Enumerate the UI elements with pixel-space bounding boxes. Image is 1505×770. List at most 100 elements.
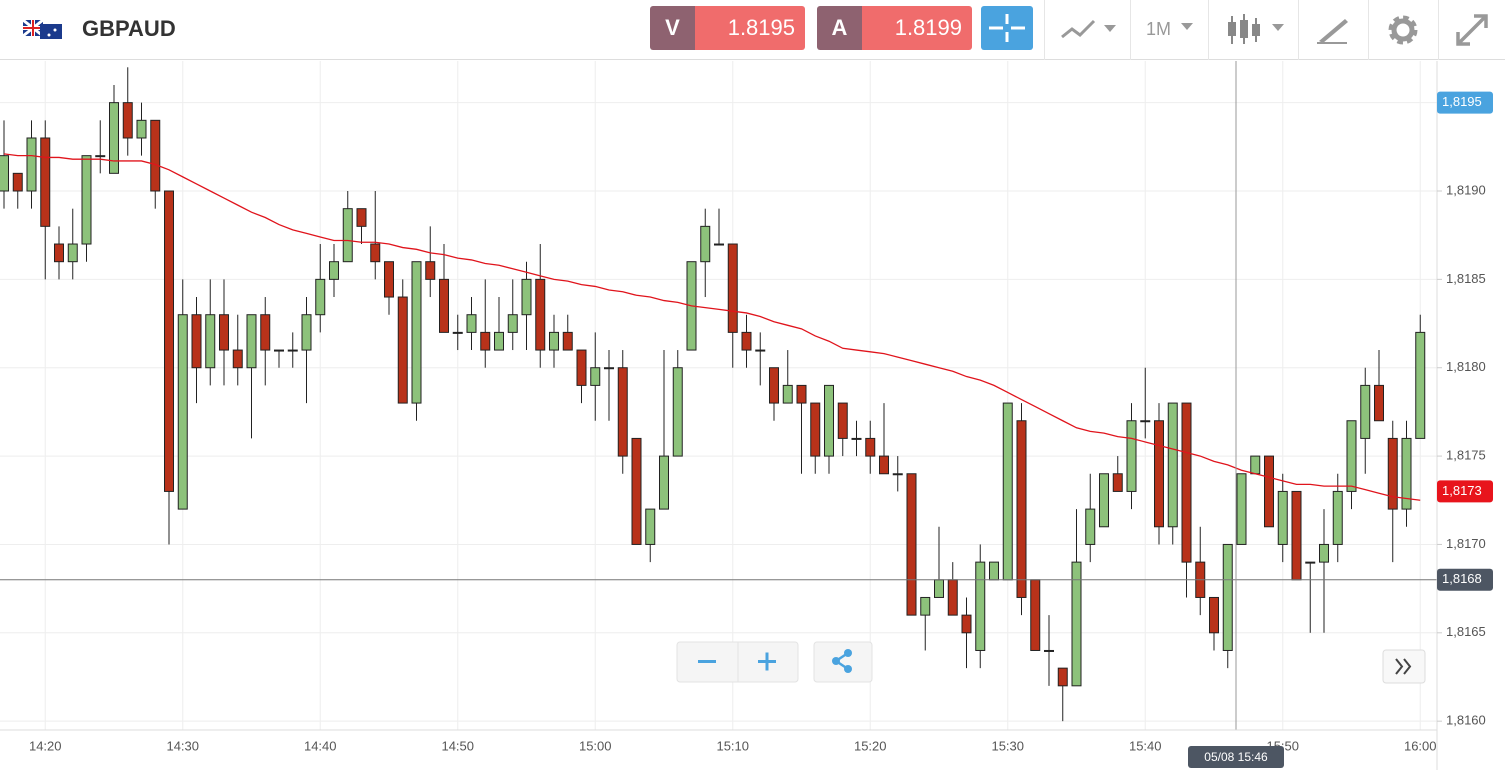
x-tick-label: 15:00 — [579, 738, 612, 753]
candle-body — [109, 102, 119, 174]
price-marker-box — [1437, 91, 1493, 114]
candle-body — [672, 367, 683, 457]
separator — [1044, 0, 1045, 60]
share-icon — [832, 657, 840, 665]
candle-body — [26, 137, 37, 192]
candle-body — [384, 261, 394, 298]
candle-body — [67, 243, 78, 263]
candle-body — [397, 296, 408, 404]
drawing-button[interactable] — [1315, 15, 1351, 45]
y-tick-label: 1,8170 — [1446, 536, 1486, 551]
candle-body — [232, 349, 243, 369]
flag — [23, 18, 62, 39]
candle-body — [0, 155, 9, 192]
candle-body — [329, 261, 339, 280]
candle-body — [989, 561, 999, 581]
candle-body — [1085, 508, 1096, 545]
candle-body — [1291, 490, 1302, 581]
separator — [1438, 0, 1439, 60]
candle-body — [837, 402, 848, 439]
x-tick-label: 15:20 — [854, 738, 887, 753]
candle-body — [1209, 596, 1219, 634]
timeframe[interactable]: 1M — [1146, 19, 1172, 39]
zoom-controls[interactable] — [676, 641, 1426, 684]
candle-body — [260, 314, 271, 351]
candle-body — [12, 172, 23, 192]
candle-body — [1415, 331, 1426, 439]
dropdown-arrow — [1181, 23, 1193, 30]
candle-body — [301, 314, 312, 351]
candle-type-button[interactable] — [1226, 12, 1296, 48]
candle-body — [562, 331, 573, 351]
zoom-in[interactable] — [758, 652, 776, 671]
buy-button[interactable]: A 1.8199 — [817, 6, 972, 50]
candle-body — [1016, 420, 1027, 598]
crosshair-time-box — [1188, 746, 1284, 768]
candle-body — [1126, 420, 1137, 492]
fullscreen-button[interactable] — [1454, 12, 1490, 48]
y-tick-label: 1,8160 — [1446, 713, 1486, 728]
zoom-out[interactable] — [698, 660, 716, 663]
crosshair-time-label: 05/08 15:46 — [1204, 750, 1268, 764]
moving-average-line — [3, 153, 1421, 501]
candle-body — [920, 596, 931, 616]
y-axis-panel — [1437, 61, 1505, 770]
price-marker-label: 1,8195 — [1442, 94, 1482, 109]
candle-body — [356, 208, 367, 227]
share-icon — [844, 649, 852, 657]
sell-price: 1.8195 — [695, 6, 805, 50]
candle-body — [122, 102, 133, 139]
candle-body — [81, 155, 92, 245]
candle-body — [219, 314, 229, 351]
candle-body — [631, 437, 642, 545]
candle-body — [150, 119, 161, 192]
candle-body — [1264, 455, 1274, 528]
candle-body — [466, 314, 477, 333]
candle-body — [521, 278, 532, 316]
crosshair-button[interactable] — [981, 6, 1033, 50]
candle-body — [177, 314, 188, 510]
candle-body — [274, 349, 284, 352]
candle-body — [535, 278, 546, 351]
chart-type-button[interactable] — [1058, 15, 1128, 45]
candle-body — [934, 579, 944, 598]
settings-button[interactable] — [1386, 13, 1420, 47]
sell-button[interactable]: V 1.8195 — [650, 6, 805, 50]
x-tick-label: 14:40 — [304, 738, 337, 753]
candle-body — [1154, 420, 1164, 528]
candle-body — [452, 331, 463, 334]
crosshair-price-label: 1,8168 — [1442, 571, 1482, 586]
candle-body — [1360, 384, 1371, 439]
candle-body — [741, 331, 752, 351]
candle-body — [1044, 649, 1054, 652]
buy-label: A — [817, 6, 862, 50]
candle-body — [370, 243, 381, 263]
candle-body — [287, 349, 298, 352]
candle-body — [1401, 437, 1412, 510]
candle-body — [507, 314, 518, 333]
candle-body — [1099, 473, 1109, 528]
candle-body — [1374, 384, 1384, 422]
separator — [1368, 0, 1369, 60]
share-button[interactable] — [813, 641, 873, 683]
candle-body — [205, 314, 216, 369]
toolbar: GBPAUD V 1.8195 A 1.8199 1M — [0, 0, 1505, 60]
separator — [1298, 0, 1299, 60]
candle-body — [714, 243, 724, 246]
candle-body — [947, 579, 958, 616]
scroll-right[interactable] — [1382, 649, 1426, 684]
candle-body — [617, 367, 628, 457]
candle-body — [95, 155, 106, 158]
symbol: GBPAUD — [82, 16, 176, 41]
candle-body — [1167, 402, 1178, 528]
y-tick-label: 1,8180 — [1446, 359, 1486, 374]
candle-body — [659, 455, 669, 510]
candle-body — [549, 331, 559, 351]
candle-body — [1112, 473, 1123, 492]
candle-body — [494, 331, 504, 351]
candle-body — [40, 137, 51, 227]
candle-body — [700, 225, 711, 263]
x-tick-label: 14:50 — [441, 738, 474, 753]
x-tick-label: 15:10 — [716, 738, 749, 753]
